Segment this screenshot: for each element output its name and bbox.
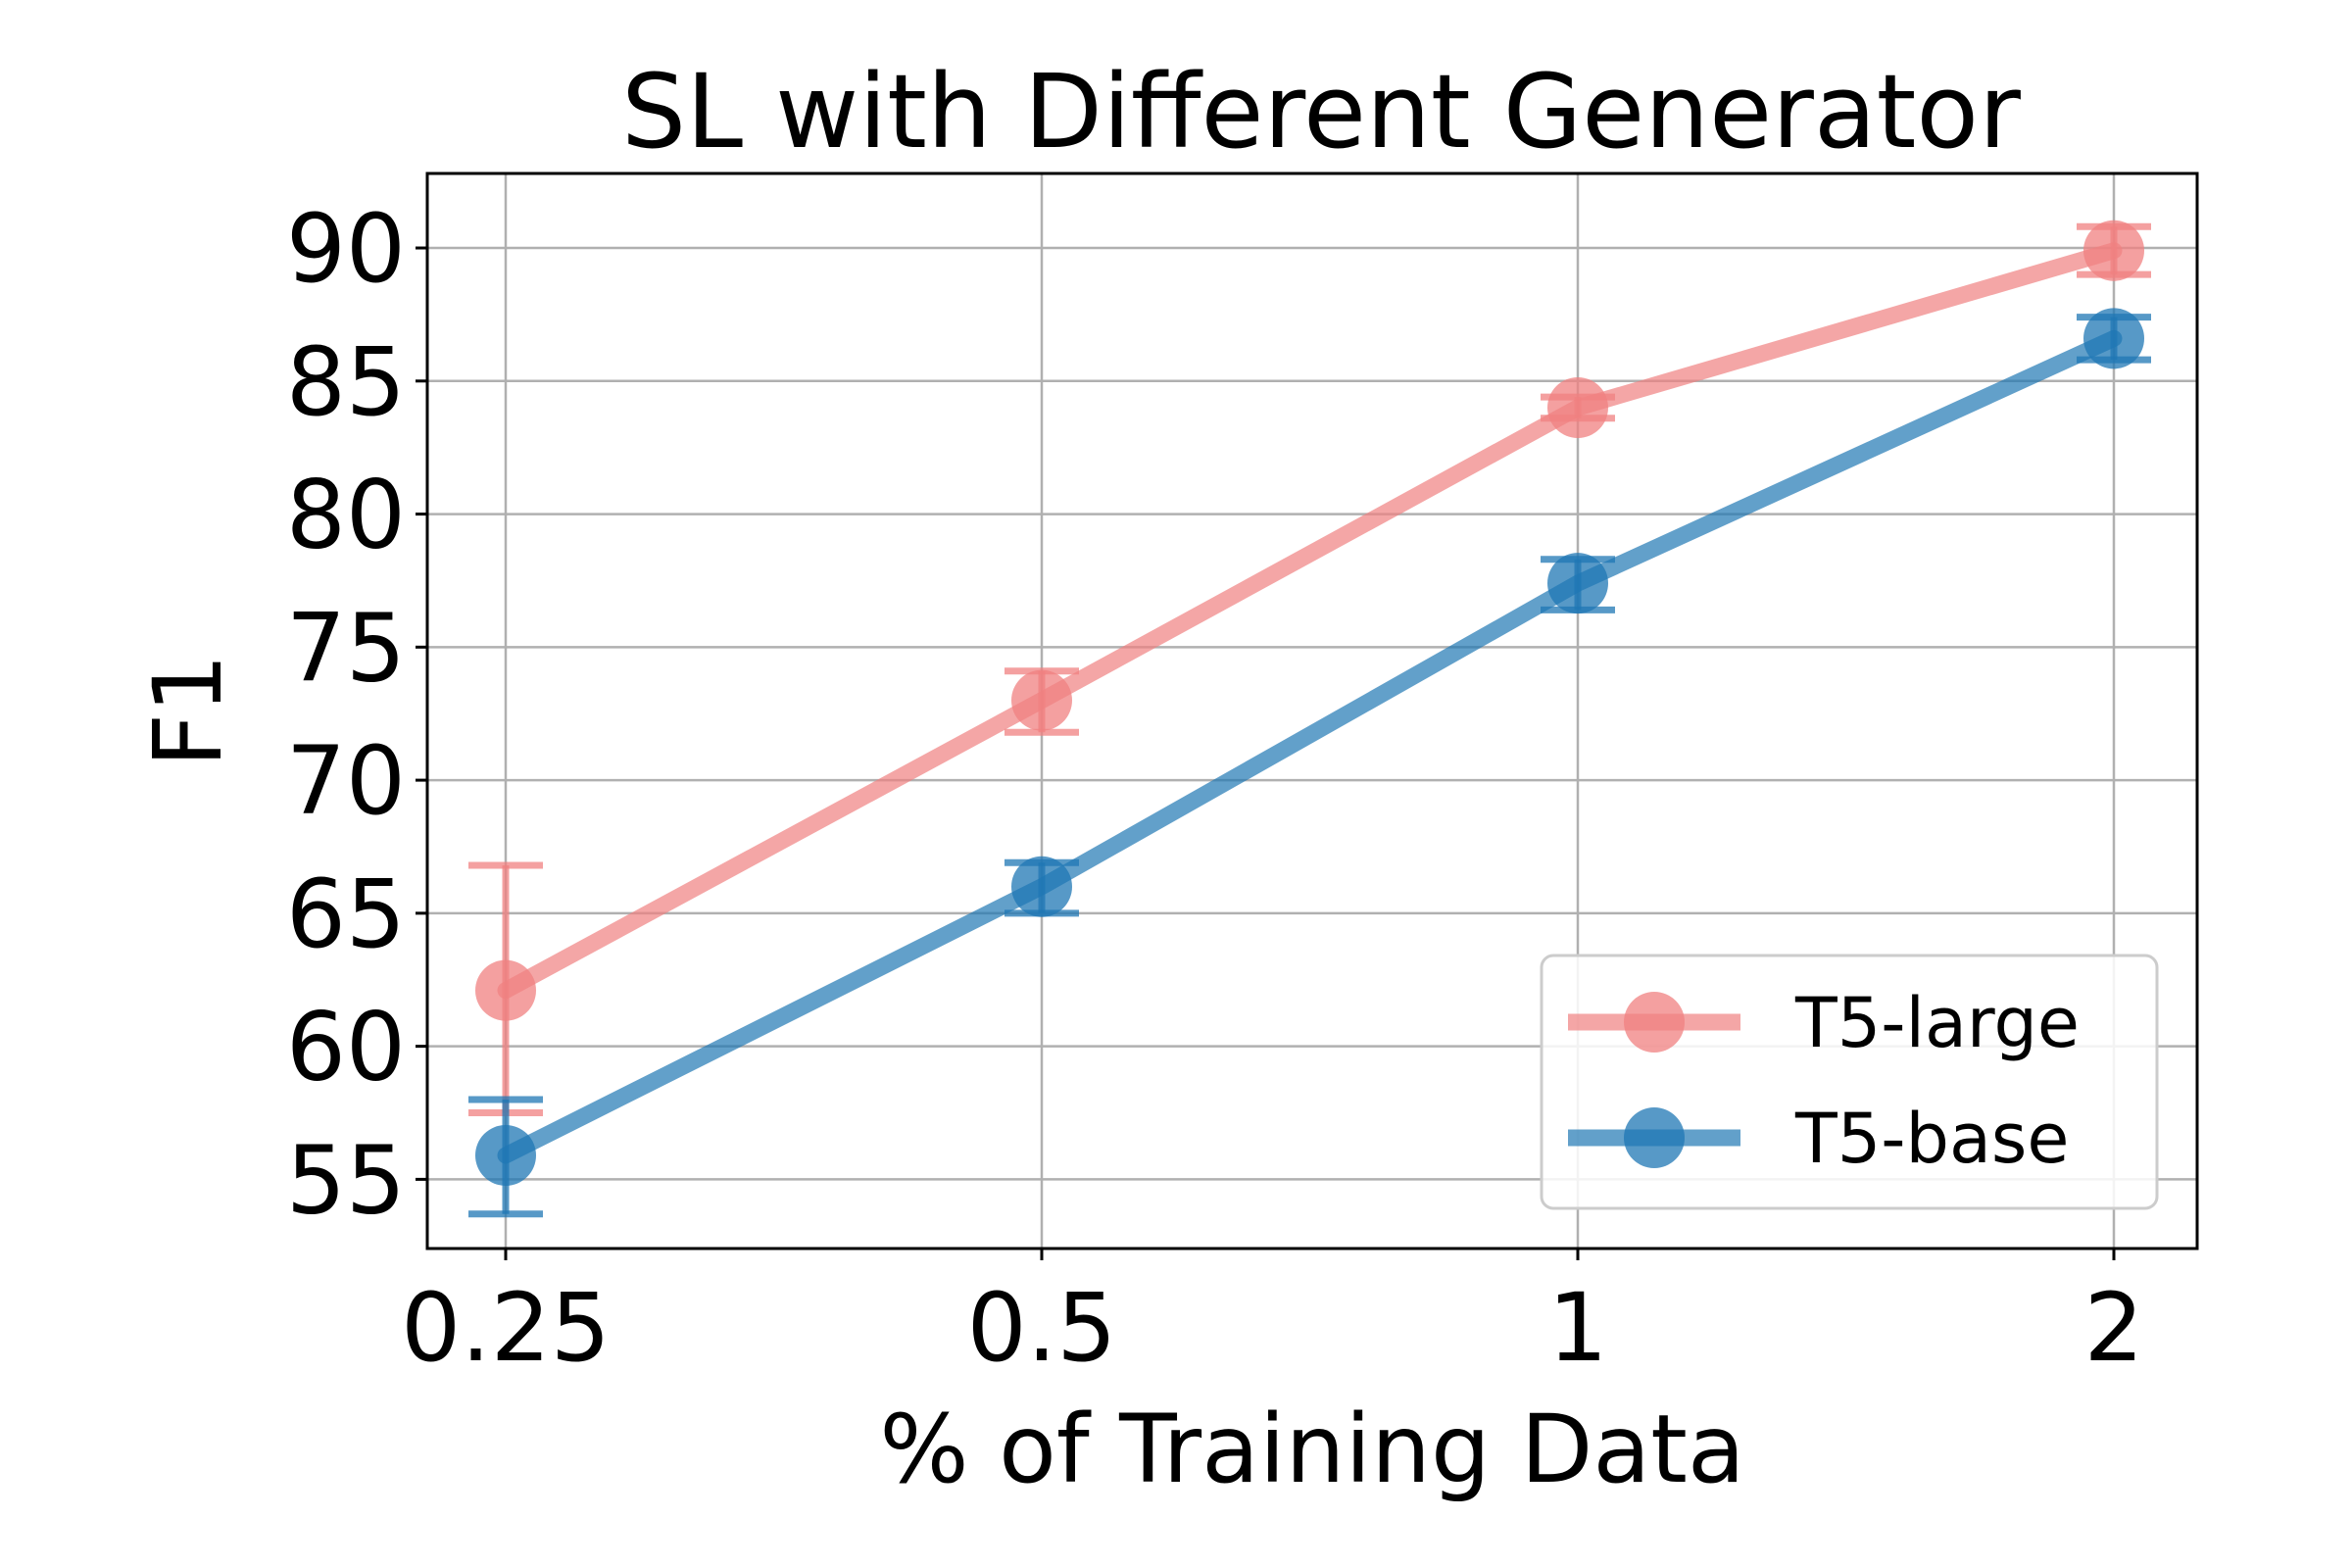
legend: T5-large T5-base	[1540, 954, 2159, 1210]
y-tick-label: 85	[286, 327, 406, 437]
series-line-t5-base	[497, 329, 2123, 1164]
x-axis-label: % of Training Data	[879, 1395, 1744, 1504]
x-axis-ticks: 0.25 0.5 1 2	[401, 1249, 2144, 1383]
grid	[427, 173, 2197, 1249]
y-tick-label: 80	[286, 461, 406, 570]
x-tick-label: 0.25	[401, 1273, 611, 1383]
plot-frame	[425, 172, 2199, 1250]
legend-label: T5-large	[1794, 983, 2080, 1063]
y-tick-label: 60	[286, 993, 406, 1102]
y-tick-label: 90	[286, 194, 406, 304]
legend-label: T5-base	[1794, 1099, 2069, 1179]
series-line-t5-large	[497, 242, 2123, 1000]
series-layer	[468, 220, 2151, 1218]
chart-title: SL with Different Generator	[621, 52, 2021, 172]
x-tick-label: 0.5	[967, 1273, 1117, 1383]
y-axis-label: F1	[133, 654, 243, 767]
data-point	[2083, 220, 2144, 281]
y-tick-label: 55	[286, 1125, 406, 1235]
data-point	[475, 959, 536, 1021]
y-tick-label: 70	[286, 726, 406, 836]
legend-item-t5-base: T5-base	[1568, 1099, 2069, 1179]
series-t5-base	[468, 308, 2151, 1218]
legend-swatch-marker	[1624, 992, 1685, 1053]
data-point	[2083, 308, 2144, 369]
x-tick-label: 2	[2083, 1273, 2143, 1383]
x-tick-label: 1	[1547, 1273, 1607, 1383]
data-point	[1011, 856, 1072, 917]
y-tick-label: 65	[286, 859, 406, 969]
y-axis-ticks: 55 60 65 70 75 80 85 90	[286, 194, 427, 1235]
legend-swatch-marker	[1624, 1107, 1685, 1168]
data-point	[1547, 376, 1608, 438]
data-point	[1011, 669, 1072, 731]
series-t5-large	[468, 220, 2151, 1117]
legend-item-t5-large: T5-large	[1568, 983, 2080, 1063]
plot-area	[425, 172, 2199, 1250]
data-point	[475, 1124, 536, 1186]
data-point	[1547, 553, 1608, 614]
y-tick-label: 75	[286, 593, 406, 703]
